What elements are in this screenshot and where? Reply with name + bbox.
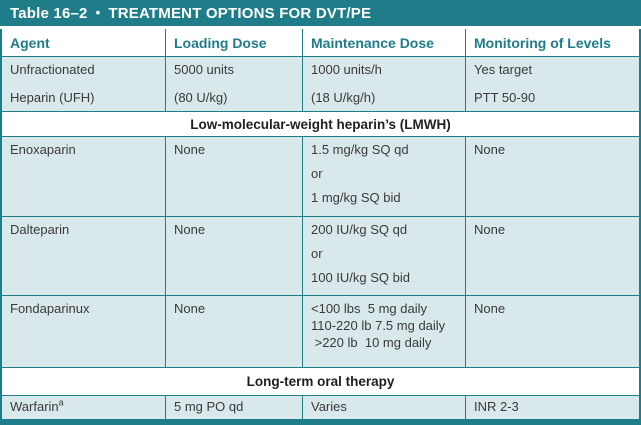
cell-line: Dalteparin	[10, 222, 70, 237]
cell-line: Heparin (UFH)	[10, 90, 95, 105]
cell-line: Enoxaparin	[10, 142, 76, 157]
column-header-monitoring: Monitoring of Levels	[465, 29, 639, 56]
table-row-ufh: Unfractionated Heparin (UFH) 5000 units …	[2, 56, 639, 111]
table-number-label: Table 16–2	[10, 4, 88, 22]
loading-dose-cell: 5 mg PO qd	[165, 396, 302, 419]
cell-line: 1.5 mg/kg SQ qd	[311, 142, 409, 157]
table-row-dalteparin: Dalteparin None 200 IU/kg SQ qd or 100 I…	[2, 216, 639, 295]
agent-cell: Dalteparin	[2, 217, 165, 295]
cell-line: Warfarin	[10, 399, 59, 414]
cell-line: <100 lbs 5 mg daily	[311, 301, 427, 316]
agent-cell: Enoxaparin	[2, 137, 165, 216]
cell-line: 5 mg PO qd	[174, 399, 244, 414]
cell-line: (18 U/kg/h)	[311, 90, 376, 105]
section-band-label: Long-term oral therapy	[246, 374, 395, 389]
maintenance-dose-cell: <100 lbs 5 mg daily 110-220 lb 7.5 mg da…	[302, 296, 465, 367]
cell-line: Yes target	[474, 62, 533, 77]
loading-dose-cell: 5000 units (80 U/kg)	[165, 57, 302, 111]
cell-line: Fondaparinux	[10, 301, 90, 316]
cell-line: None	[174, 301, 206, 316]
column-header-maintenance-dose: Maintenance Dose	[302, 29, 465, 56]
loading-dose-cell: None	[165, 217, 302, 295]
cell-line: 1 mg/kg SQ bid	[311, 190, 401, 205]
table-row-fondaparinux: Fondaparinux None <100 lbs 5 mg daily 11…	[2, 295, 639, 367]
maintenance-dose-cell: 200 IU/kg SQ qd or 100 IU/kg SQ bid	[302, 217, 465, 295]
title-gap-divider	[0, 26, 641, 29]
table-row-enoxaparin: Enoxaparin None 1.5 mg/kg SQ qd or 1 mg/…	[2, 136, 639, 216]
monitoring-cell: None	[465, 217, 639, 295]
column-header-row: Agent Loading Dose Maintenance Dose Moni…	[2, 29, 639, 56]
monitoring-cell: None	[465, 137, 639, 216]
table-row-warfarin: Warfarina 5 mg PO qd Varies INR 2-3	[2, 395, 639, 419]
cell-line: 100 IU/kg SQ bid	[311, 270, 410, 285]
maintenance-dose-cell: Varies	[302, 396, 465, 419]
cell-line: or	[311, 246, 323, 261]
cell-line: INR 2-3	[474, 399, 519, 414]
section-band-lmwh: Low-molecular-weight heparin’s (LMWH)	[2, 111, 639, 136]
maintenance-dose-cell: 1000 units/h (18 U/kg/h)	[302, 57, 465, 111]
agent-cell: Fondaparinux	[2, 296, 165, 367]
cell-line: Unfractionated	[10, 62, 95, 77]
cell-line: None	[474, 142, 506, 157]
column-header-loading-dose: Loading Dose	[165, 29, 302, 56]
table-title-bar: Table 16–2 • TREATMENT OPTIONS FOR DVT/P…	[0, 0, 641, 26]
cell-line: 5000 units	[174, 62, 234, 77]
table-body: Agent Loading Dose Maintenance Dose Moni…	[0, 29, 641, 419]
bottom-border-bar	[0, 419, 641, 425]
cell-line: PTT 50-90	[474, 90, 536, 105]
cell-line: >220 lb 10 mg daily	[311, 335, 432, 350]
cell-line: None	[174, 142, 206, 157]
maintenance-dose-cell: 1.5 mg/kg SQ qd or 1 mg/kg SQ bid	[302, 137, 465, 216]
section-band-label: Low-molecular-weight heparin’s (LMWH)	[190, 116, 451, 132]
cell-line: (80 U/kg)	[174, 90, 228, 105]
section-band-long-term: Long-term oral therapy	[2, 367, 639, 395]
monitoring-cell: Yes target PTT 50-90	[465, 57, 639, 111]
cell-line: None	[474, 301, 506, 316]
title-bullet-icon: •	[95, 4, 101, 20]
loading-dose-cell: None	[165, 296, 302, 367]
cell-line: None	[174, 222, 206, 237]
cell-line: 110-220 lb 7.5 mg daily	[311, 318, 446, 333]
agent-cell: Unfractionated Heparin (UFH)	[2, 57, 165, 111]
cell-line: 1000 units/h	[311, 62, 382, 77]
loading-dose-cell: None	[165, 137, 302, 216]
column-header-agent: Agent	[10, 34, 50, 51]
cell-line: None	[474, 222, 506, 237]
cell-line: 200 IU/kg SQ qd	[311, 222, 408, 237]
footnote-marker: a	[58, 397, 64, 408]
monitoring-cell: INR 2-3	[465, 396, 639, 419]
agent-cell: Warfarina	[2, 396, 165, 419]
monitoring-cell: None	[465, 296, 639, 367]
cell-line: or	[311, 166, 323, 181]
cell-line: Varies	[311, 399, 347, 414]
table-title: TREATMENT OPTIONS FOR DVT/PE	[108, 4, 372, 22]
